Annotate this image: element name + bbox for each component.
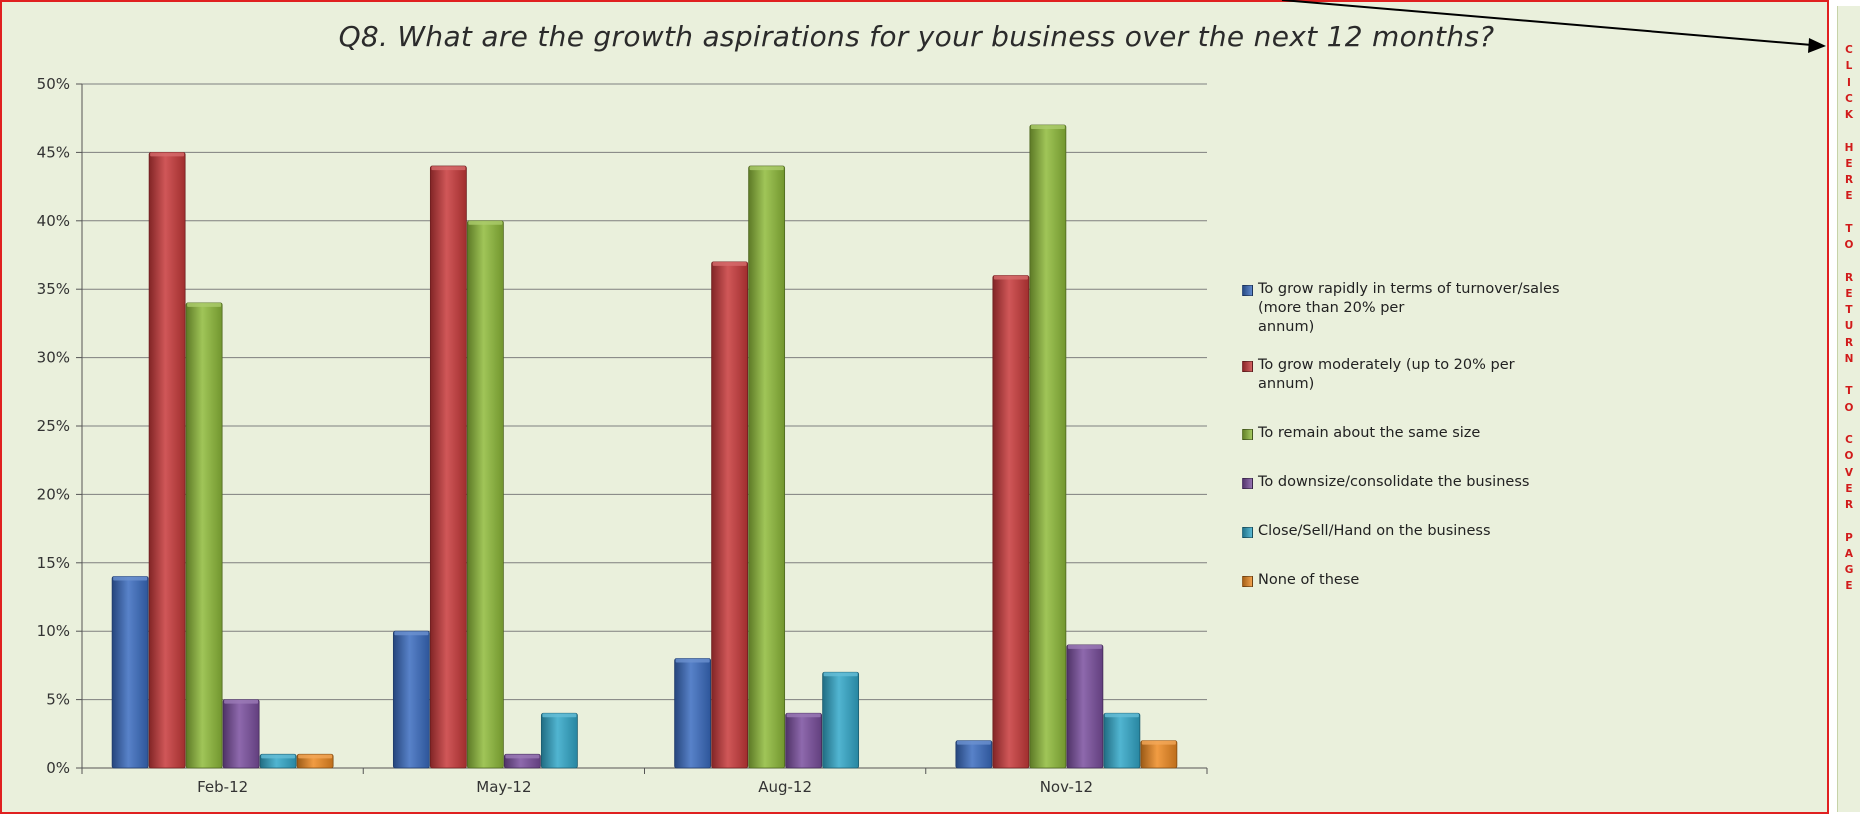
- legend-swatch: [1242, 527, 1253, 538]
- legend-item: None of these: [1242, 571, 1572, 590]
- legend-label: To grow moderately (up to 20% per annum): [1258, 357, 1515, 392]
- legend-item: To remain about the same size: [1242, 424, 1572, 443]
- legend-label: To remain about the same size: [1258, 425, 1481, 441]
- bar-top: [261, 754, 296, 759]
- y-tick-label: 40%: [37, 212, 70, 230]
- return-to-cover-page-button[interactable]: C L I C K H E R E T O R E T U R N T O C …: [1837, 6, 1860, 812]
- legend-item: To downsize/consolidate the business: [1242, 473, 1572, 492]
- x-tick-label: Nov-12: [1040, 778, 1093, 796]
- gridlines: [82, 83, 1207, 769]
- bar-top: [298, 754, 333, 759]
- bar-top: [224, 699, 259, 704]
- legend-label: None of these: [1258, 572, 1360, 588]
- y-tick-label: 10%: [37, 622, 70, 640]
- bar-top: [113, 576, 148, 581]
- bar: [992, 275, 1030, 769]
- legend-item: Close/Sell/Hand on the business: [1242, 522, 1572, 541]
- bar: [111, 576, 149, 769]
- bar-top: [431, 166, 466, 171]
- y-tick-label: 25%: [37, 417, 70, 435]
- bar-top: [468, 220, 503, 225]
- bar-top: [993, 275, 1028, 280]
- y-tick-label: 30%: [37, 349, 70, 367]
- bars: [111, 124, 1178, 769]
- bar: [185, 302, 223, 769]
- legend-label: To grow rapidly in terms of turnover/sal…: [1258, 281, 1560, 335]
- bar: [1103, 712, 1141, 769]
- tick-labels: 0% 5% 10% 15% 20% 25% 30% 35% 40% 45% 50% Feb-12 May…: [37, 75, 1093, 796]
- bar-top: [1067, 644, 1102, 649]
- legend-label: To downsize/consolidate the business: [1258, 474, 1530, 490]
- bar-top: [1141, 740, 1176, 745]
- y-tick-label: 15%: [37, 554, 70, 572]
- bar-top: [675, 658, 710, 663]
- y-tick-label: 35%: [37, 280, 70, 298]
- return-to-cover-page-label: C L I C K H E R E T O R E T U R N T O C …: [1844, 44, 1854, 593]
- x-tick-label: May-12: [476, 778, 531, 796]
- legend: To grow rapidly in terms of turnover/sal…: [1242, 280, 1572, 620]
- bar: [540, 712, 578, 769]
- bar-top: [187, 302, 222, 307]
- bar-top: [956, 740, 991, 745]
- bar-top: [786, 713, 821, 718]
- bar: [466, 220, 504, 769]
- bar: [955, 740, 993, 769]
- bar: [1029, 124, 1067, 769]
- bar-top: [1030, 125, 1065, 130]
- bar: [148, 151, 186, 769]
- legend-swatch: [1242, 478, 1253, 489]
- bar: [222, 699, 260, 769]
- bar-top: [712, 261, 747, 266]
- legend-label: Close/Sell/Hand on the business: [1258, 523, 1491, 539]
- y-tick-label: 20%: [37, 485, 70, 503]
- bar: [1140, 740, 1178, 769]
- legend-item: To grow rapidly in terms of turnover/sal…: [1242, 280, 1572, 337]
- bar: [429, 165, 467, 769]
- bar-top: [1104, 713, 1139, 718]
- legend-item: To grow moderately (up to 20% per annum): [1242, 356, 1572, 394]
- bar: [748, 165, 786, 769]
- bar: [822, 671, 860, 769]
- bar: [674, 658, 712, 769]
- legend-swatch: [1242, 285, 1253, 296]
- bar-chart: 0% 5% 10% 15% 20% 25% 30% 35% 40% 45% 50% Feb-12 May…: [37, 75, 1208, 796]
- legend-swatch: [1242, 361, 1253, 372]
- bar: [785, 712, 823, 769]
- y-tick-label: 0%: [46, 759, 70, 777]
- x-tick-label: Aug-12: [758, 778, 812, 796]
- bar-top: [749, 166, 784, 171]
- y-tick-label: 5%: [46, 691, 70, 709]
- y-tick-label: 45%: [37, 143, 70, 161]
- legend-swatch: [1242, 429, 1253, 440]
- bar-top: [505, 754, 540, 759]
- bar-top: [542, 713, 577, 718]
- bar: [1066, 644, 1104, 769]
- bar-top: [394, 631, 429, 636]
- legend-swatch: [1242, 576, 1253, 587]
- chart-frame: Q8. What are the growth aspirations for …: [0, 0, 1829, 814]
- x-tick-label: Feb-12: [197, 778, 248, 796]
- bar-top: [150, 152, 185, 157]
- bar-top: [823, 672, 858, 677]
- bar: [711, 261, 749, 769]
- bar: [392, 630, 430, 769]
- y-tick-label: 50%: [37, 75, 70, 93]
